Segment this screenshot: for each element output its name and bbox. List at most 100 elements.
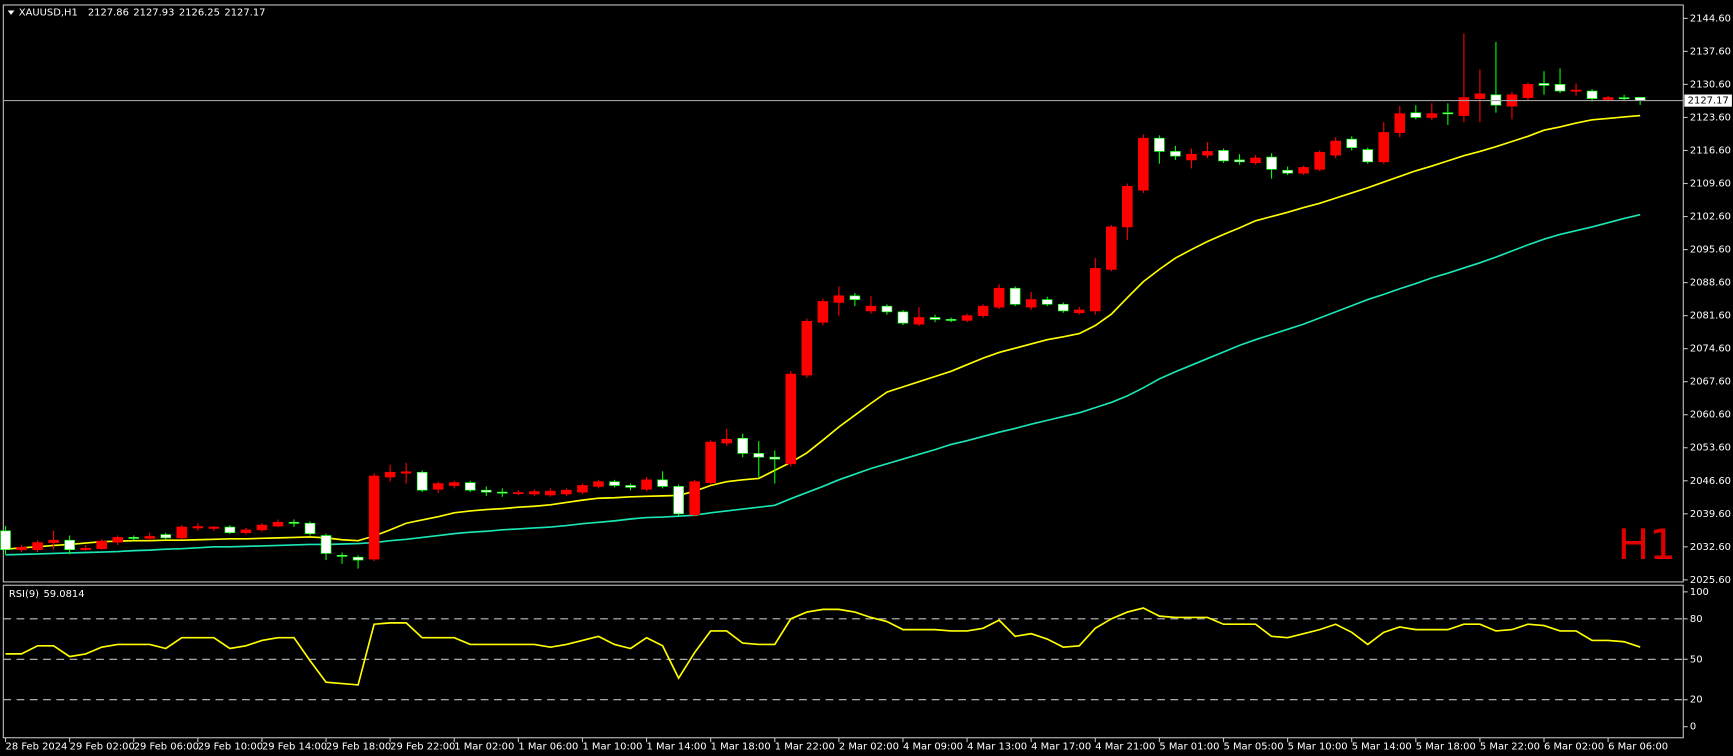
candle-body <box>865 305 877 312</box>
candle-body <box>1586 90 1598 99</box>
candle-body <box>577 485 588 493</box>
y-tick-label: 2053.60 <box>1690 443 1731 454</box>
candle-body <box>625 485 636 488</box>
x-tick-label: 5 Mar 18:00 <box>1416 742 1476 753</box>
candle-body <box>1009 287 1021 305</box>
candle-body <box>448 482 460 486</box>
candle-body <box>1538 83 1550 86</box>
candle-body <box>480 489 492 493</box>
candle-body <box>689 481 700 516</box>
y-tick-label: 2081.60 <box>1690 311 1731 322</box>
candle-body <box>1122 186 1133 228</box>
x-tick-label: 6 Mar 02:00 <box>1544 742 1604 753</box>
y-tick-label: 50 <box>1690 654 1703 665</box>
candle-body <box>1522 84 1534 98</box>
candle-body <box>1362 149 1374 163</box>
candle-body <box>1442 112 1454 115</box>
candle-body <box>1410 112 1422 118</box>
x-tick-label: 4 Mar 13:00 <box>967 742 1027 753</box>
x-tick-label: 1 Mar 14:00 <box>647 742 707 753</box>
candle-body <box>705 441 716 483</box>
candle-body <box>256 524 268 531</box>
symbol: XAUUSD,H1 <box>19 8 78 19</box>
candle-body <box>1330 140 1341 156</box>
candle-body <box>288 521 300 524</box>
x-tick-label: 4 Mar 21:00 <box>1095 742 1155 753</box>
candle-body <box>657 479 668 487</box>
y-tick-label: 2144.60 <box>1690 13 1731 24</box>
candle-body <box>80 547 91 550</box>
y-tick-label: 20 <box>1690 695 1703 706</box>
timeframe-watermark: H1 <box>1618 520 1676 569</box>
candle-body <box>1474 93 1486 99</box>
y-tick-label: 2046.60 <box>1690 476 1731 487</box>
candle-body <box>1089 268 1101 312</box>
x-tick-label: 28 Feb 2024 <box>6 742 68 753</box>
candle-body <box>1041 299 1053 305</box>
y-tick-label: 2060.60 <box>1690 410 1731 421</box>
y-tick-label: 2116.60 <box>1690 145 1731 156</box>
y-tick-label: 2088.60 <box>1690 278 1731 289</box>
y-tick-label: 2025.60 <box>1690 575 1731 586</box>
candle-body <box>1298 167 1309 174</box>
candle-body <box>1186 153 1197 161</box>
indicator-title: RSI(9) 59.0814 <box>9 589 85 600</box>
candle-body <box>160 534 172 539</box>
candle-body <box>641 479 652 490</box>
x-tick-label: 5 Mar 01:00 <box>1159 742 1219 753</box>
x-tick-label: 4 Mar 09:00 <box>903 742 963 753</box>
candle-body <box>1057 303 1069 312</box>
ohlc-open: 2127.86 <box>88 8 129 19</box>
candle-body <box>609 481 620 486</box>
candle-body <box>1458 97 1470 116</box>
candle-body <box>1618 97 1630 100</box>
candle-body <box>561 489 572 495</box>
indicator-value: 59.0814 <box>43 589 84 600</box>
candle-body <box>1394 113 1406 133</box>
y-tick-label: 2123.60 <box>1690 112 1731 123</box>
candle-body <box>240 529 252 534</box>
menu-triangle[interactable] <box>7 10 15 15</box>
candle-body <box>785 373 797 465</box>
candle-body <box>64 539 75 550</box>
candle-body <box>1154 137 1165 152</box>
candle-body <box>1250 157 1261 164</box>
candle-body <box>336 554 348 557</box>
rsi-panel <box>2 584 1684 739</box>
y-tick-label: 0 <box>1690 722 1696 733</box>
candle-body <box>352 556 364 561</box>
candle-body <box>737 437 749 454</box>
candle-body <box>1073 309 1085 314</box>
price-tag <box>1684 94 1732 107</box>
candle-body <box>961 315 973 321</box>
candle-body <box>48 539 59 543</box>
candle-body <box>1266 156 1277 170</box>
x-tick-label: 29 Feb 06:00 <box>134 742 199 753</box>
x-tick-label: 1 Mar 10:00 <box>582 742 642 753</box>
symbol-header: XAUUSD,H1 2127.86 2127.93 2126.25 2127.17 <box>19 8 266 19</box>
indicator-name: RSI(9) <box>9 589 39 600</box>
candle-body <box>913 317 925 325</box>
candle-body <box>1138 137 1149 191</box>
candle-body <box>144 536 156 539</box>
candle-body <box>1282 169 1293 174</box>
x-tick-label: 29 Feb 22:00 <box>390 742 455 753</box>
candle-body <box>801 320 813 376</box>
x-tick-label: 1 Mar 18:00 <box>711 742 771 753</box>
candle-body <box>400 471 412 474</box>
candle-body <box>1426 113 1438 118</box>
x-tick-label: 5 Mar 22:00 <box>1480 742 1540 753</box>
candle-body <box>432 483 444 490</box>
candle-body <box>1554 84 1566 92</box>
candle-body <box>384 471 396 478</box>
y-tick-label: 2067.60 <box>1690 377 1731 388</box>
candle-body <box>1025 299 1037 308</box>
y-tick-label: 80 <box>1690 614 1703 625</box>
candle-body <box>497 491 508 494</box>
candle-body <box>320 535 332 554</box>
candle-body <box>272 521 284 527</box>
candle-body <box>897 311 909 324</box>
moving-average <box>5 213 1641 556</box>
candle-body <box>304 522 316 534</box>
